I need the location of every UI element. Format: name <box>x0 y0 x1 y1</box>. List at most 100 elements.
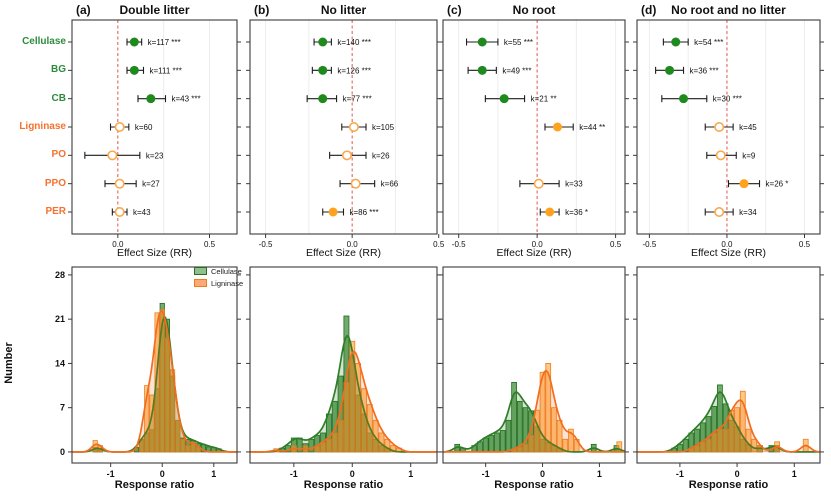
k-label: k=126 *** <box>337 66 371 75</box>
effect-point <box>739 179 749 189</box>
hist-bar-ligninase <box>355 363 362 453</box>
panel-border <box>71 19 238 235</box>
x-tick-label: 0.5 <box>610 240 622 249</box>
k-label: k=36 *** <box>690 66 719 75</box>
x-tick-label: 0 <box>160 469 165 479</box>
hist-bar-cellulase <box>505 419 512 453</box>
panel-border <box>636 19 821 235</box>
hist-bar-ligninase <box>705 438 712 453</box>
panel-border <box>442 19 626 235</box>
hist-bar-ligninase <box>717 428 723 453</box>
hist-bar-ligninase <box>154 312 160 453</box>
histogram-a: 0 7 14 21 28 -1 0 1 <box>55 266 241 479</box>
enzyme-label-ppo: PPO <box>44 177 66 189</box>
density-area-cellulase <box>443 392 625 452</box>
hist-content <box>250 315 437 453</box>
x-tick-label: -0.5 <box>643 240 657 249</box>
effect-point <box>679 94 689 104</box>
x-tick-label: 0 <box>350 469 355 479</box>
x-tick-label: -1 <box>482 469 490 479</box>
x-tick-label: 0.0 <box>532 240 544 249</box>
effect-point <box>553 122 563 132</box>
effect-point <box>665 65 675 75</box>
k-label: k=36 * <box>565 208 588 217</box>
response-ratio-axis-title: Response ratio <box>688 479 769 491</box>
hist-bar-ligninase <box>159 309 165 453</box>
y-tick-label: 14 <box>55 358 65 368</box>
panel-header-c: (c) No root <box>443 3 625 20</box>
density-curve-ligninase <box>443 369 625 453</box>
x-tick-label: -1 <box>107 469 115 479</box>
k-label: k=23 <box>146 151 164 160</box>
k-label: k=43 <box>133 208 151 217</box>
x-tick-label: -0.5 <box>452 240 466 249</box>
effect-point <box>545 207 555 217</box>
hist-bar-ligninase <box>180 438 186 453</box>
forest-plot-a: k=117 *** k=111 *** k=43 *** k=60 k=23 k=27 k=… <box>68 19 241 249</box>
panel-border <box>442 266 626 464</box>
k-label: k=30 *** <box>713 95 742 104</box>
hist-bar-ligninase <box>164 337 170 453</box>
hist-bar-ligninase <box>551 407 557 453</box>
panel-letter: (c) <box>447 3 462 17</box>
k-label: k=33 <box>565 180 583 189</box>
x-tick-label: 1 <box>211 469 216 479</box>
legend-label: Ligninase <box>211 278 244 288</box>
effect-point-open <box>107 150 118 161</box>
hist-bar-ligninase <box>751 438 758 453</box>
panel-title: No root and no litter <box>671 3 786 17</box>
hist-bar-ligninase <box>144 385 150 453</box>
effect-point-open <box>714 122 725 133</box>
hist-bar-ligninase <box>349 340 356 453</box>
panel-header-d: (d) No root and no litter <box>637 3 820 20</box>
hist-bar-ligninase <box>562 438 569 453</box>
effect-point <box>671 37 681 47</box>
enzyme-label-cb: CB <box>51 92 66 104</box>
hist-bar-ligninase <box>337 419 344 453</box>
hist-content <box>637 384 820 453</box>
legend: Cellulase Ligninase <box>194 265 243 289</box>
effect-point-open <box>114 207 125 218</box>
panel-header-b: (b) No litter <box>250 3 437 20</box>
k-label: k=140 *** <box>337 38 371 47</box>
k-label: k=105 <box>372 123 395 132</box>
x-tick-label: 0.0 <box>721 240 733 249</box>
legend-item-ligninase: Ligninase <box>194 277 243 289</box>
effect-point <box>318 65 328 75</box>
effect-size-axis-title: Effect Size (RR) <box>690 247 767 259</box>
k-label: k=117 *** <box>148 38 181 47</box>
k-label: k=111 *** <box>150 66 182 75</box>
effect-size-axis-title: Effect Size (RR) <box>496 247 572 259</box>
hist-bar-cellulase <box>682 438 689 453</box>
hist-bar-ligninase <box>185 445 191 453</box>
effect-point-open <box>341 150 352 161</box>
enzyme-label-bg: BG <box>51 64 66 76</box>
legend-item-cellulase: Cellulase <box>194 265 243 277</box>
response-ratio-axis-title: Response ratio <box>303 479 384 491</box>
hist-bar-ligninase <box>175 419 181 453</box>
effect-point <box>477 65 487 75</box>
panel-title: Double litter <box>119 3 190 17</box>
k-label: k=60 <box>135 123 153 132</box>
hist-bar-ligninase <box>539 371 546 453</box>
hist-bar-ligninase <box>390 445 397 453</box>
effect-point-open <box>348 122 359 133</box>
effect-point-open <box>114 122 125 133</box>
panel-header-a: (a) Double litter <box>72 3 237 20</box>
histogram-b: -1 0 1 <box>246 266 441 479</box>
panel-border <box>249 19 438 235</box>
effect-point <box>499 94 509 104</box>
panel-letter: (b) <box>254 3 270 17</box>
k-label: k=34 <box>739 208 757 217</box>
hist-bar-ligninase <box>545 363 552 453</box>
effect-point-open <box>350 178 361 189</box>
k-label: k=45 <box>739 123 757 132</box>
density-area-ligninase <box>72 310 237 452</box>
y-tick-label: 0 <box>60 447 65 457</box>
density-curve-cellulase <box>250 334 437 453</box>
response-ratio-axis-title: Response ratio <box>494 479 574 491</box>
x-tick-label: 0 <box>735 469 740 479</box>
x-tick-label: 0.0 <box>347 240 359 249</box>
k-label: k=43 *** <box>172 95 201 104</box>
